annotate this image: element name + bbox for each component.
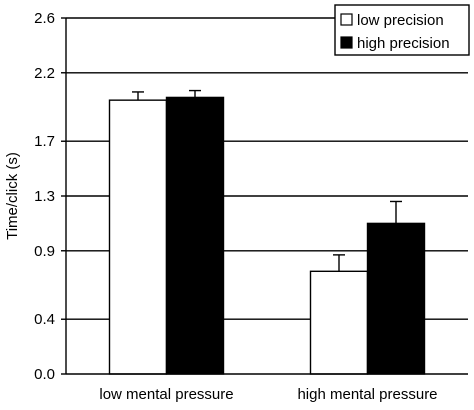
y-tick-label: 0.0 (34, 366, 55, 383)
bars (108, 96, 426, 375)
y-tick-label: 1.7 (34, 133, 55, 150)
legend-swatch (340, 36, 353, 49)
x-category-label: low mental pressure (99, 386, 233, 403)
legend-box (334, 4, 470, 56)
legend-label: high precision (357, 35, 450, 52)
legend: low precision high precision (334, 4, 470, 56)
error-bars (132, 89, 402, 272)
bar (165, 96, 225, 375)
y-tick-label: 0.4 (34, 311, 55, 328)
y-tick-label: 2.2 (34, 65, 55, 82)
bar (309, 270, 369, 375)
bar (366, 222, 426, 375)
y-tick-label: 0.9 (34, 243, 55, 260)
x-category-labels: low mental pressure high mental pressure (99, 386, 437, 403)
y-tick-label: 1.3 (34, 188, 55, 205)
y-axis-label: Time/click (s) (4, 152, 21, 240)
x-category-label: high mental pressure (297, 386, 437, 403)
y-tick-labels: 0.0 0.4 0.9 1.3 1.7 2.2 2.6 (34, 10, 55, 383)
legend-label: low precision (357, 12, 444, 29)
y-tick-label: 2.6 (34, 10, 55, 27)
bar (108, 99, 168, 375)
axes (61, 17, 468, 375)
legend-swatch (340, 13, 353, 26)
